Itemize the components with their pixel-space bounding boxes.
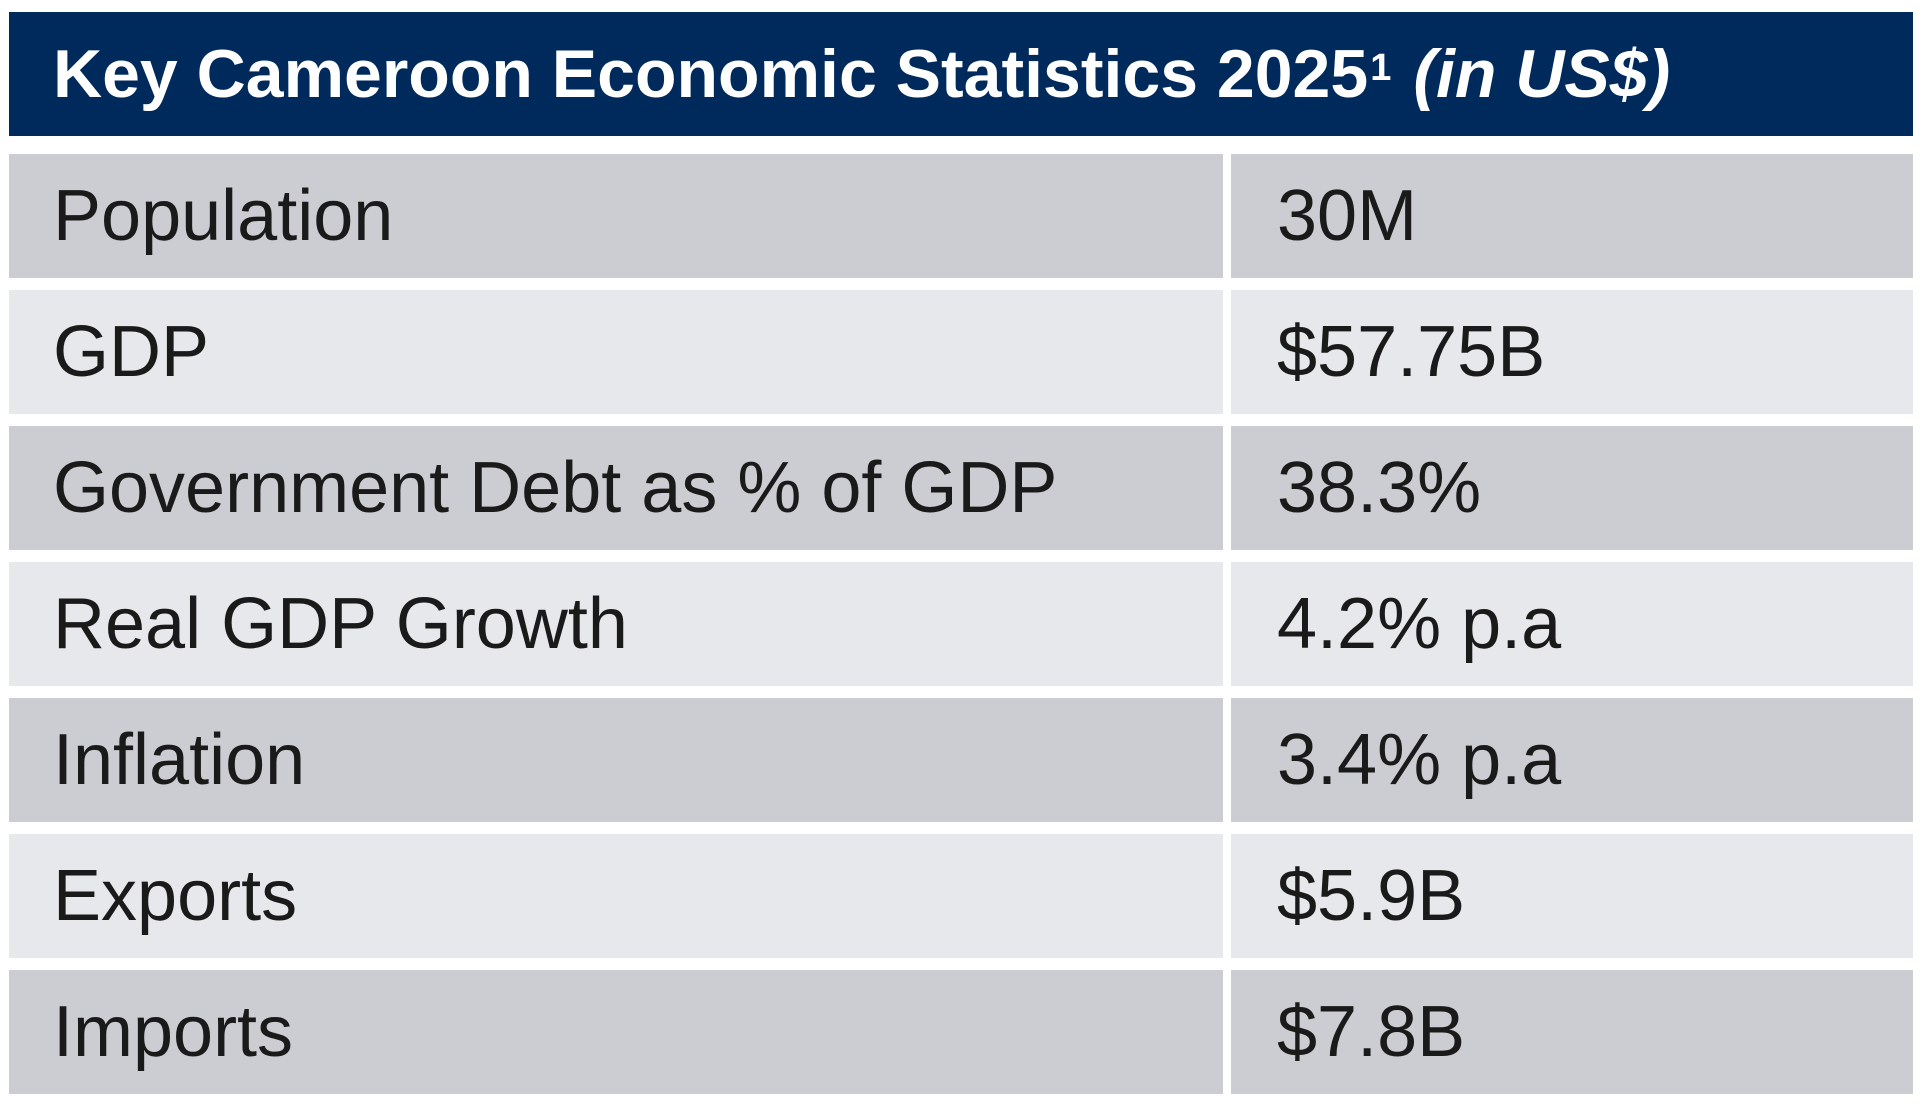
table-row: GDP $57.75B xyxy=(9,290,1913,414)
row-value: 4.2% p.a xyxy=(1231,562,1913,686)
row-value: $7.8B xyxy=(1231,970,1913,1094)
row-label: Exports xyxy=(9,834,1223,958)
row-label: Government Debt as % of GDP xyxy=(9,426,1223,550)
table-header: Key Cameroon Economic Statistics 2025 1 (i… xyxy=(9,12,1913,136)
table-title: Key Cameroon Economic Statistics 2025 xyxy=(53,36,1369,112)
economic-stats-table: Key Cameroon Economic Statistics 2025 1 (i… xyxy=(9,12,1913,1094)
row-label: GDP xyxy=(9,290,1223,414)
table-unit: (in US$) xyxy=(1413,36,1671,112)
row-value: 3.4% p.a xyxy=(1231,698,1913,822)
row-label: Real GDP Growth xyxy=(9,562,1223,686)
table-row: Inflation 3.4% p.a xyxy=(9,698,1913,822)
table-row: Government Debt as % of GDP 38.3% xyxy=(9,426,1913,550)
row-value: $5.9B xyxy=(1231,834,1913,958)
table-row: Real GDP Growth 4.2% p.a xyxy=(9,562,1913,686)
table-row: Imports $7.8B xyxy=(9,970,1913,1094)
row-label: Inflation xyxy=(9,698,1223,822)
footnote-marker: 1 xyxy=(1370,46,1392,89)
row-label: Population xyxy=(9,154,1223,278)
row-label: Imports xyxy=(9,970,1223,1094)
table-row: Population 30M xyxy=(9,154,1913,278)
table-row: Exports $5.9B xyxy=(9,834,1913,958)
row-value: $57.75B xyxy=(1231,290,1913,414)
row-value: 38.3% xyxy=(1231,426,1913,550)
row-value: 30M xyxy=(1231,154,1913,278)
